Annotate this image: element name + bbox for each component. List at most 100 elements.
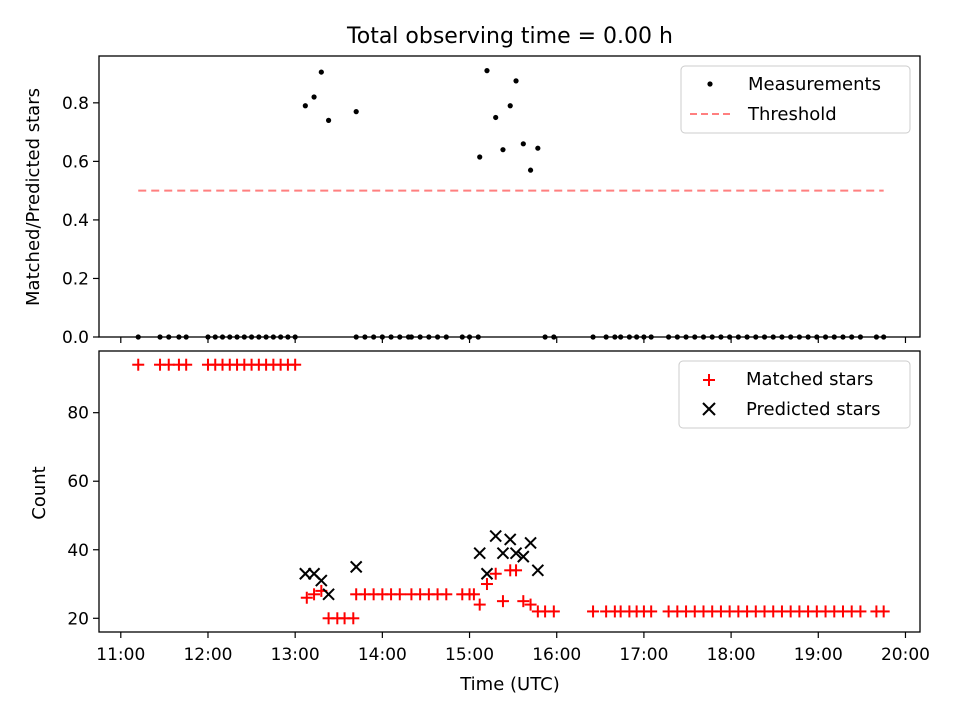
count-y-tick-label: 40 — [67, 541, 89, 561]
chart-title: Total observing time = 0.00 h — [346, 24, 673, 49]
measurement-point — [527, 167, 534, 173]
measurement-point — [507, 103, 513, 109]
predicted-star-point — [524, 536, 537, 550]
predicted-star-point — [504, 533, 517, 546]
matched-star-point — [524, 598, 537, 611]
matched-star-point — [517, 595, 530, 608]
legend-threshold-label: Threshold — [747, 104, 837, 125]
predicted-x-b — [517, 550, 530, 563]
predicted-x-b — [349, 560, 363, 574]
matched-star-point — [162, 358, 175, 371]
predicted-star-point — [496, 546, 510, 560]
predicted-x-b — [504, 533, 517, 546]
ratio-legend: Measurements Threshold — [680, 65, 911, 134]
x-tick-label: 16:00 — [532, 645, 581, 665]
measurement-point — [302, 103, 308, 109]
x-tick-label: 11:00 — [96, 645, 145, 665]
matched-star-point — [480, 578, 493, 591]
matched-star-point — [440, 588, 453, 601]
x-tick-label: 20:00 — [881, 645, 930, 665]
count-legend: Matched stars Predicted stars — [678, 360, 911, 429]
x-tick-label: 19:00 — [794, 645, 843, 665]
x-tick-label: 14:00 — [358, 645, 407, 665]
predicted-x-b — [480, 567, 494, 580]
matched-star-point — [877, 605, 890, 618]
matched-star-point — [132, 358, 145, 371]
matched-star-point — [393, 588, 406, 601]
predicted-x-b — [531, 564, 545, 577]
count-plot-frame — [98, 350, 921, 633]
ratio-y-tick-label: 0.4 — [62, 211, 89, 231]
predicted-star-point — [509, 546, 523, 560]
measurement-point — [520, 141, 526, 147]
matched-star-point — [496, 595, 509, 608]
predicted-x-b — [489, 529, 502, 543]
measurement-point — [477, 154, 483, 160]
count-y-tick-label: 80 — [67, 404, 89, 424]
measurement-point — [513, 78, 519, 84]
matched-star-point — [547, 605, 560, 618]
measurement-point — [500, 147, 506, 153]
predicted-x-b — [322, 588, 335, 601]
measurement-point — [535, 145, 541, 151]
legend-matched-marker — [703, 374, 715, 386]
measurement-point — [325, 117, 332, 123]
ratio-y-tick-label: 0.6 — [62, 152, 89, 172]
matched-star-point — [510, 564, 523, 577]
ratio-legend-box — [680, 65, 911, 134]
predicted-star-point — [489, 529, 502, 543]
predicted-x-b — [496, 546, 510, 560]
legend-predicted-marker — [702, 402, 716, 416]
matched-star-point — [645, 605, 658, 618]
matched-star-point — [308, 588, 321, 601]
count-points — [132, 358, 890, 625]
ratio-y-tick-label: 0.2 — [62, 269, 89, 289]
predicted-x-b — [509, 546, 523, 560]
ratio-y-axis-label: Matched/Predicted stars — [23, 88, 44, 306]
ratio-y-ticks: 0.0 0.2 0.4 0.6 0.8 — [62, 94, 99, 348]
predicted-star-point — [531, 564, 545, 577]
matched-star-point — [473, 598, 486, 611]
matched-star-point — [300, 591, 313, 604]
ratio-y-tick-label: 0.8 — [62, 94, 89, 114]
x-tick-label: 18:00 — [707, 645, 756, 665]
count-panel: Count 20 40 60 80 11:00 12:00 13:00 14:00 15:00… — [29, 350, 930, 695]
count-y-ticks: 20 40 60 80 — [67, 404, 99, 629]
measurement-point — [318, 69, 324, 75]
count-y-tick-label: 20 — [67, 609, 89, 629]
predicted-star-point — [517, 550, 530, 563]
predicted-star-point — [349, 560, 363, 574]
x-tick-label: 15:00 — [445, 645, 494, 665]
matched-star-point — [489, 567, 502, 580]
x-axis-label: Time (UTC) — [459, 674, 560, 695]
predicted-star-point — [315, 574, 328, 587]
x-tick-label: 12:00 — [183, 645, 232, 665]
count-x-ticks: 11:00 12:00 13:00 14:00 15:00 16:00 17:00 18:00… — [96, 632, 930, 665]
x-tick-label: 17:00 — [619, 645, 668, 665]
legend-matched-label: Matched stars — [746, 369, 873, 390]
matched-star-point — [587, 605, 600, 618]
count-y-tick-label: 60 — [67, 472, 89, 492]
measurement-point — [311, 94, 317, 100]
predicted-star-point — [322, 588, 335, 601]
count-y-axis-label: Count — [29, 466, 50, 519]
predicted-x-b — [473, 546, 486, 560]
predicted-star-point — [473, 546, 486, 560]
predicted-star-point — [480, 567, 494, 580]
matched-star-point — [347, 612, 360, 625]
matched-star-point — [289, 358, 302, 371]
ratio-y-tick-label: 0.0 — [62, 328, 89, 348]
predicted-x-b — [315, 574, 328, 587]
measurement-point — [353, 109, 359, 115]
ratio-panel: Matched/Predicted stars 0.00.20.40.60.8 … — [23, 55, 921, 348]
x-tick-label: 13:00 — [271, 645, 320, 665]
legend-predicted-label: Predicted stars — [746, 399, 880, 420]
predicted-x-b — [307, 567, 321, 580]
matched-star-point — [467, 588, 480, 601]
count-legend-box — [678, 360, 911, 429]
matched-star-point — [854, 605, 867, 618]
legend-measurements-marker — [707, 81, 713, 87]
matched-star-point — [180, 358, 193, 371]
measurement-point — [493, 114, 499, 121]
